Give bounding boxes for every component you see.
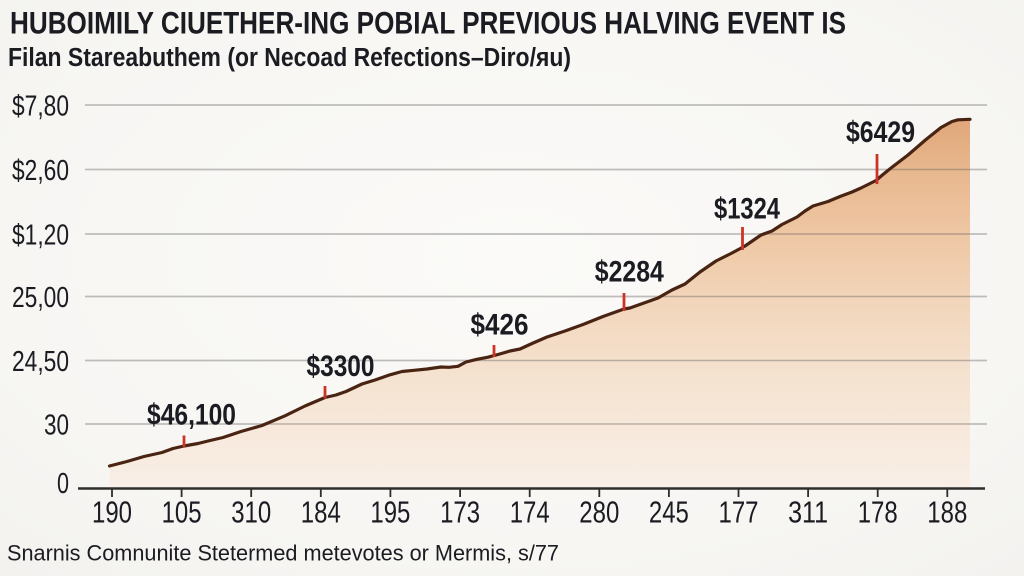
svg-text:$2,60: $2,60 <box>12 155 69 187</box>
svg-text:173: 173 <box>440 495 480 530</box>
svg-text:$46,100: $46,100 <box>147 399 236 432</box>
svg-text:$7,80: $7,80 <box>12 91 69 123</box>
svg-text:311: 311 <box>788 495 828 530</box>
svg-text:$1,20: $1,20 <box>12 220 69 252</box>
svg-text:30: 30 <box>44 410 69 442</box>
svg-text:184: 184 <box>301 495 341 530</box>
svg-text:$2284: $2284 <box>595 256 664 289</box>
svg-text:174: 174 <box>510 495 550 530</box>
svg-text:$1324: $1324 <box>714 193 780 226</box>
svg-text:Filan Stareabuthem (or Necoad: Filan Stareabuthem (or Necoad Refections… <box>8 44 571 72</box>
svg-text:$426: $426 <box>471 309 529 342</box>
svg-text:195: 195 <box>370 495 410 530</box>
svg-text:177: 177 <box>719 495 759 530</box>
svg-text:188: 188 <box>927 495 967 530</box>
svg-text:0: 0 <box>57 468 69 500</box>
svg-text:190: 190 <box>92 495 132 530</box>
svg-text:25,00: 25,00 <box>12 282 69 314</box>
svg-text:178: 178 <box>858 495 898 530</box>
svg-text:Snarnis Comnunite Stetermed me: Snarnis Comnunite Stetermed metevotes or… <box>7 541 559 566</box>
svg-text:$3300: $3300 <box>307 350 375 383</box>
svg-text:280: 280 <box>579 495 619 530</box>
svg-text:245: 245 <box>649 495 689 530</box>
svg-text:HUBOIMILY CIUETHER-ING POBIAL: HUBOIMILY CIUETHER-ING POBIAL PREVIOUS H… <box>10 5 846 41</box>
svg-text:105: 105 <box>162 495 202 530</box>
svg-text:$6429: $6429 <box>846 116 915 149</box>
svg-text:310: 310 <box>231 495 271 530</box>
svg-text:24,50: 24,50 <box>12 346 69 378</box>
